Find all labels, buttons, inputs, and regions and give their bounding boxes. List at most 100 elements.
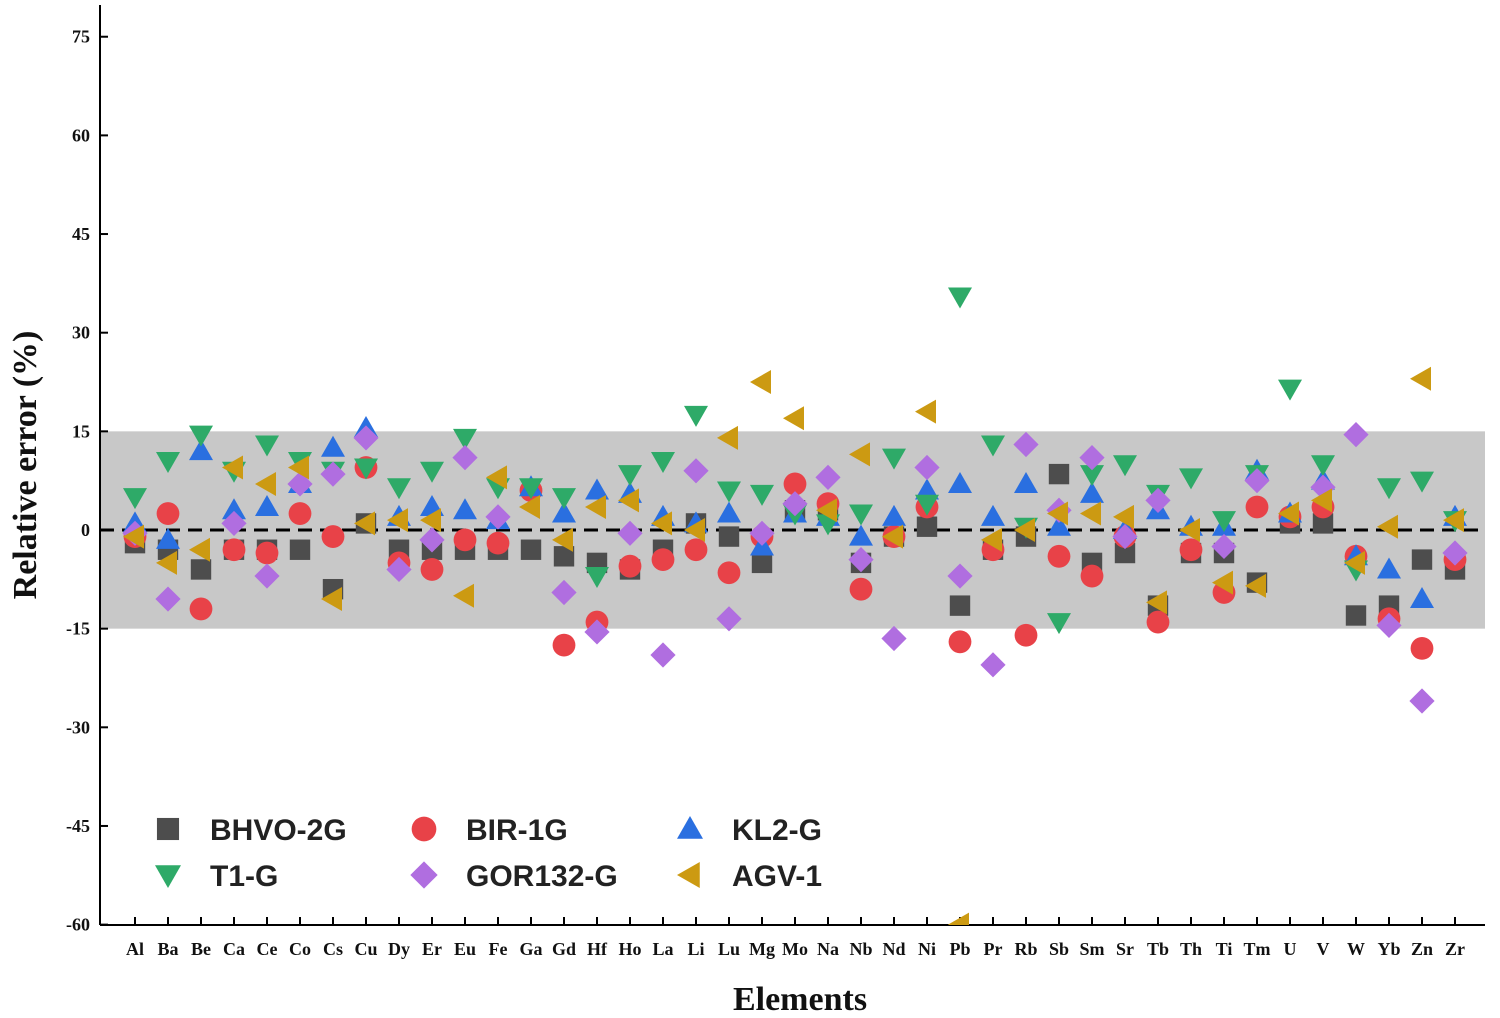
data-point: [849, 524, 873, 546]
data-point: [1376, 612, 1402, 638]
data-point: [849, 504, 873, 526]
series-gor132-g: [122, 422, 1468, 714]
data-point: [1409, 688, 1435, 714]
data-point: [1311, 488, 1332, 513]
data-point: [783, 472, 807, 496]
data-point: [386, 556, 412, 583]
data-point: [684, 405, 708, 427]
data-point: [915, 399, 936, 424]
y-tick-label: 0: [81, 520, 90, 540]
data-point: [1079, 445, 1105, 471]
data-point: [981, 527, 1002, 552]
data-point: [420, 508, 441, 533]
data-point: [882, 504, 906, 526]
data-point: [321, 435, 345, 457]
x-tick-label: W: [1347, 939, 1365, 959]
data-point: [1377, 478, 1401, 500]
x-tick-label: Sr: [1116, 939, 1134, 959]
data-point: [222, 498, 246, 520]
x-tick-label: Li: [687, 939, 704, 959]
data-point: [1343, 422, 1369, 448]
data-point: [156, 550, 177, 575]
data-point: [947, 563, 973, 589]
data-point: [1114, 542, 1136, 564]
axes: [99, 5, 1485, 926]
data-point: [882, 524, 903, 549]
data-point: [1411, 549, 1433, 570]
data-point: [255, 471, 276, 496]
data-point: [1344, 550, 1365, 575]
data-point: [915, 478, 939, 500]
data-point: [123, 488, 147, 510]
data-point: [949, 595, 971, 616]
data-point: [1245, 495, 1269, 519]
x-tick-label: Yb: [1377, 939, 1400, 959]
x-tick-label: Ce: [257, 939, 278, 959]
data-point: [288, 455, 309, 480]
data-point: [1211, 533, 1237, 560]
data-point: [1278, 501, 1299, 526]
data-point: [1442, 540, 1468, 566]
x-tick-label: Mo: [782, 939, 808, 959]
x-tick-label: Rb: [1014, 939, 1037, 959]
x-tick-label: Ni: [918, 939, 936, 959]
data-point: [156, 451, 180, 473]
y-tick-label: 30: [72, 323, 90, 343]
data-point: [1112, 523, 1138, 550]
x-tick-label: Zn: [1411, 939, 1433, 959]
data-point: [189, 537, 210, 562]
x-tick-label: Fe: [489, 939, 508, 959]
x-tick-label: Ti: [1216, 939, 1233, 959]
y-tick-label: 60: [72, 125, 90, 145]
data-point: [254, 563, 280, 589]
data-point: [222, 538, 246, 562]
x-tick-label: Nd: [882, 939, 905, 959]
data-point: [717, 561, 741, 585]
data-point: [1410, 366, 1431, 391]
data-point: [948, 471, 972, 493]
data-point: [849, 442, 870, 467]
data-point: [1013, 431, 1039, 458]
data-point: [717, 481, 741, 503]
data-point: [190, 559, 212, 580]
x-tick-label: Co: [289, 939, 311, 959]
x-tick-label: Al: [126, 939, 144, 959]
data-point: [585, 567, 609, 589]
data-point: [1410, 587, 1434, 609]
x-tick-label: Lu: [718, 939, 740, 959]
data-point: [255, 435, 279, 457]
data-point: [189, 597, 213, 621]
x-tick-label: Gd: [552, 939, 576, 959]
data-point: [882, 448, 906, 470]
data-point: [718, 526, 740, 547]
data-point: [1047, 514, 1071, 536]
data-point: [1047, 544, 1071, 568]
data-point: [189, 439, 213, 461]
data-point: [848, 546, 874, 573]
data-point: [354, 458, 378, 480]
data-point: [1310, 474, 1336, 500]
legend-label: GOR132-G: [466, 860, 618, 893]
data-point: [1179, 468, 1203, 490]
y-ticks: 75 60 45 30 15 0 -15 -30 -45 -60: [66, 27, 108, 935]
data-point: [387, 478, 411, 500]
data-point: [486, 465, 507, 490]
data-point: [981, 504, 1005, 526]
data-point: [156, 502, 180, 525]
data-point: [453, 528, 477, 552]
data-point: [1212, 570, 1233, 595]
x-tick-label: Tm: [1244, 939, 1271, 959]
data-point: [651, 511, 672, 536]
data-point: [750, 370, 771, 395]
legend-label: BIR-1G: [466, 814, 568, 847]
data-point: [321, 587, 342, 612]
data-point: [1014, 471, 1038, 493]
data-point: [221, 510, 247, 537]
series-agv-1: [123, 366, 1464, 925]
data-point: [453, 583, 474, 608]
data-point: [255, 494, 279, 516]
x-tick-label: Cu: [354, 939, 377, 959]
x-tick-label: Mg: [749, 939, 775, 959]
data-point: [123, 524, 144, 549]
